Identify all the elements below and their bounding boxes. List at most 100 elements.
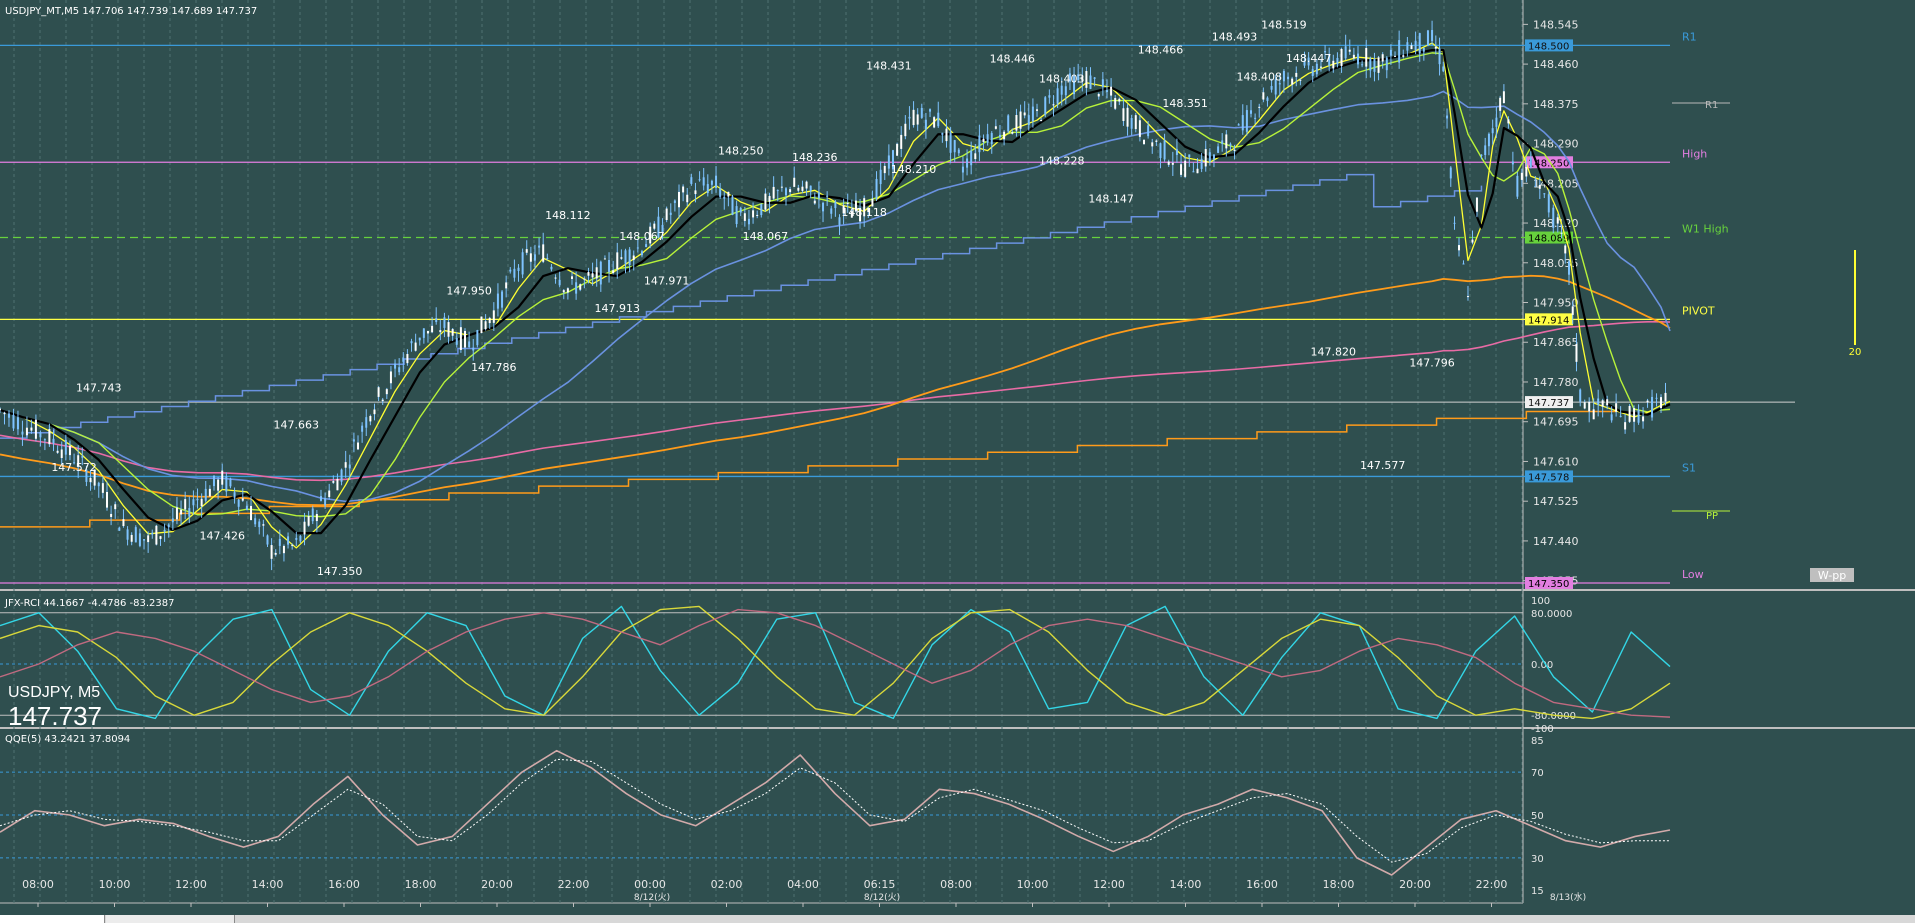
candle-body bbox=[1143, 139, 1146, 145]
candle-body bbox=[620, 257, 623, 259]
price-annotation: 148.210 bbox=[891, 163, 937, 176]
candle-body bbox=[311, 508, 314, 522]
candle-body bbox=[1031, 106, 1034, 122]
x-tick-label: 14:00 bbox=[252, 878, 284, 891]
candle-body bbox=[352, 439, 355, 442]
y-tick-label: 147.525 bbox=[1533, 495, 1579, 508]
candle-body bbox=[266, 535, 269, 545]
candle-body bbox=[1056, 88, 1059, 104]
x-tick-label: 12:00 bbox=[175, 878, 207, 891]
candle-body bbox=[533, 254, 536, 261]
level-price-tag-label: 147.914 bbox=[1528, 315, 1569, 326]
candle-body bbox=[665, 208, 668, 221]
candle-body bbox=[826, 195, 829, 197]
candle-body bbox=[1250, 110, 1253, 114]
qqe-title: QQE(5) 43.2421 37.8094 bbox=[5, 734, 130, 745]
candle-body bbox=[472, 347, 475, 351]
chart-tab[interactable] bbox=[106, 915, 235, 923]
candle-body bbox=[817, 192, 820, 199]
candle-body bbox=[1171, 162, 1174, 165]
candle-body bbox=[110, 513, 113, 517]
y-tick-label: 148.460 bbox=[1533, 58, 1579, 71]
candle-body bbox=[1480, 154, 1483, 156]
price-annotation: 148.250 bbox=[718, 144, 764, 157]
level-label: R1 bbox=[1682, 30, 1697, 43]
candle-body bbox=[1212, 154, 1215, 160]
candle-body bbox=[900, 134, 903, 149]
candle-body bbox=[982, 138, 985, 142]
candle-body bbox=[834, 201, 837, 209]
date-label: 8/13(水) bbox=[1550, 891, 1586, 903]
candle-body bbox=[1044, 97, 1047, 115]
x-tick-label: 18:00 bbox=[405, 878, 437, 891]
candle-body bbox=[180, 509, 183, 515]
candle-body bbox=[780, 186, 783, 188]
candle-body bbox=[1093, 77, 1096, 79]
y-tick-label: 147.780 bbox=[1533, 376, 1579, 389]
spread-label: 20 bbox=[1849, 347, 1862, 358]
candle-body bbox=[599, 261, 602, 285]
candle-body bbox=[1579, 389, 1582, 402]
candle-body bbox=[1520, 172, 1523, 180]
candle-body bbox=[1167, 161, 1170, 165]
candle-body bbox=[603, 258, 606, 260]
price-annotation: 148.403 bbox=[1039, 73, 1085, 86]
candle-body bbox=[93, 469, 96, 486]
level-price-tag-label: 148.250 bbox=[1528, 158, 1569, 169]
candle-body bbox=[443, 317, 446, 328]
candle-body bbox=[694, 190, 697, 195]
candle-body bbox=[130, 534, 133, 542]
candle-body bbox=[492, 310, 495, 323]
candle-body bbox=[1538, 185, 1541, 189]
candle-body bbox=[756, 214, 759, 216]
candle-body bbox=[1303, 60, 1306, 66]
candle-body bbox=[373, 409, 376, 415]
candle-body bbox=[1208, 152, 1211, 163]
ma-blue-line bbox=[0, 90, 1671, 503]
candle-body bbox=[398, 367, 401, 373]
price-annotation: 148.228 bbox=[1039, 155, 1085, 168]
candle-body bbox=[998, 134, 1001, 138]
candle-body bbox=[571, 276, 574, 279]
candle-body bbox=[167, 524, 170, 528]
price-annotation: 148.147 bbox=[1088, 192, 1134, 205]
candle-body bbox=[225, 476, 228, 492]
candle-body bbox=[1052, 104, 1055, 106]
price-annotation: 147.577 bbox=[1360, 459, 1406, 472]
qqe-tick-label: 50 bbox=[1531, 811, 1544, 822]
x-tick-label: 16:00 bbox=[328, 878, 360, 891]
candle-body bbox=[1229, 143, 1232, 146]
candle-body bbox=[1564, 245, 1567, 254]
price-annotation: 147.796 bbox=[1409, 357, 1455, 370]
rci-tick-label: -80.0000 bbox=[1531, 711, 1576, 722]
candle-body bbox=[1254, 117, 1257, 119]
pp-marker-label: PP bbox=[1706, 511, 1718, 522]
candle-body bbox=[793, 177, 796, 187]
price-annotation: 147.663 bbox=[274, 419, 320, 432]
candle-body bbox=[797, 187, 800, 191]
candle-body bbox=[336, 478, 339, 491]
candle-body bbox=[1642, 416, 1645, 422]
candle-body bbox=[1040, 119, 1043, 121]
candle-body bbox=[1426, 30, 1429, 46]
y-tick-label: 147.950 bbox=[1533, 297, 1579, 310]
chart-tab-active[interactable] bbox=[0, 915, 105, 923]
candle-body bbox=[184, 499, 187, 510]
candle-body bbox=[237, 499, 240, 507]
r1-marker-label: R1 bbox=[1705, 100, 1718, 111]
level-price-tag bbox=[1525, 577, 1573, 589]
candle-body bbox=[1453, 222, 1456, 224]
candle-body bbox=[402, 357, 405, 362]
candle-body bbox=[52, 438, 55, 444]
candle-body bbox=[1571, 306, 1574, 315]
candle-body bbox=[1332, 60, 1335, 69]
price-annotation: 147.426 bbox=[199, 529, 245, 542]
candle-body bbox=[488, 317, 491, 324]
candle-body bbox=[850, 211, 853, 218]
candle-body bbox=[1064, 86, 1067, 96]
candle-body bbox=[1560, 232, 1563, 234]
candle-body bbox=[1567, 261, 1570, 275]
qqe-tick-label: 70 bbox=[1531, 768, 1544, 779]
candle-body bbox=[126, 529, 129, 540]
candle-body bbox=[945, 128, 948, 142]
